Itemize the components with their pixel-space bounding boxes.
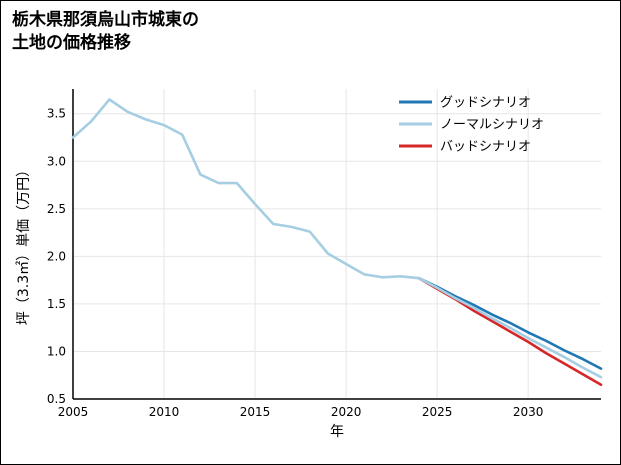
y-axis-label: 坪（3.3㎡）単価（万円）	[16, 163, 32, 325]
y-tick-label: 1.5	[47, 297, 66, 311]
chart-title-line1: 栃木県那須烏山市城東の	[12, 10, 199, 30]
x-tick-label: 2020	[331, 405, 362, 419]
y-tick-label: 3.5	[47, 107, 66, 121]
series-line-good	[417, 276, 603, 370]
x-axis-label: 年	[330, 424, 344, 440]
y-tick-label: 0.5	[47, 392, 66, 406]
chart-title: 栃木県那須烏山市城東の 土地の価格推移	[12, 9, 199, 55]
y-tick-label: 2.5	[47, 202, 66, 216]
series-line-normal	[71, 98, 603, 379]
x-tick-label: 2030	[513, 405, 544, 419]
y-tick-label: 3.0	[47, 154, 66, 168]
legend-label-bad: バッドシナリオ	[440, 140, 531, 155]
y-tick-label: 1.0	[47, 344, 66, 358]
legend-label-good: グッドシナリオ	[440, 96, 531, 111]
x-tick-label: 2005	[58, 405, 89, 419]
x-tick-label: 2015	[240, 405, 271, 419]
legend-label-normal: ノーマルシナリオ	[440, 118, 544, 133]
x-tick-label: 2010	[149, 405, 180, 419]
y-tick-label: 2.0	[47, 249, 66, 263]
x-tick-label: 2025	[422, 405, 453, 419]
chart-title-line2: 土地の価格推移	[12, 33, 131, 53]
